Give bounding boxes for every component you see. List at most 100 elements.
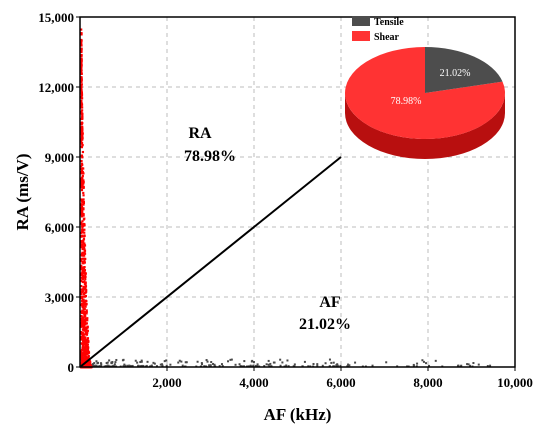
shear-point	[80, 95, 83, 99]
tensile-point	[238, 363, 241, 366]
shear-point	[81, 309, 84, 312]
shear-point	[80, 102, 83, 105]
tensile-point	[159, 363, 162, 366]
tensile-point	[136, 361, 139, 364]
shear-point	[84, 338, 87, 341]
shear-point	[86, 338, 89, 341]
shear-point	[84, 346, 88, 349]
tensile-point	[466, 363, 469, 366]
shear-point	[83, 346, 86, 349]
tensile-point	[287, 365, 290, 368]
shear-point	[80, 83, 83, 86]
tensile-points	[80, 358, 492, 368]
tensile-point	[421, 359, 424, 362]
shear-points	[80, 28, 93, 369]
tensile-point	[321, 364, 324, 367]
shear-point	[82, 295, 85, 298]
shear-point	[85, 358, 88, 361]
shear-point	[87, 351, 91, 354]
shear-point	[80, 162, 84, 165]
shear-point	[81, 239, 85, 243]
shear-point	[84, 305, 87, 308]
shear-point	[83, 269, 86, 272]
shear-point	[82, 319, 85, 322]
tensile-point	[339, 364, 342, 367]
pie-side	[345, 93, 505, 159]
shear-point	[81, 163, 84, 166]
shear-point	[80, 32, 83, 35]
shear-point	[82, 222, 86, 226]
shear-point	[81, 174, 84, 178]
tensile-point	[99, 362, 102, 365]
pie-slice-tensile	[425, 47, 503, 93]
shear-point	[83, 250, 86, 253]
tensile-point	[467, 363, 470, 366]
shear-point	[80, 62, 83, 65]
shear-point	[87, 356, 90, 359]
shear-point	[82, 311, 85, 315]
tensile-point	[434, 359, 437, 362]
tensile-point	[185, 361, 188, 364]
shear-point	[82, 328, 85, 331]
shear-point	[81, 322, 84, 325]
shear-point	[82, 276, 86, 279]
shear-point	[81, 132, 84, 135]
shear-point	[80, 198, 83, 201]
tensile-point	[196, 360, 199, 363]
shear-point	[84, 331, 87, 334]
tensile-point	[134, 359, 137, 362]
shear-point	[83, 246, 86, 249]
tensile-point	[206, 360, 209, 363]
shear-point	[86, 331, 89, 334]
shear-point	[83, 244, 87, 247]
tensile-point	[457, 364, 460, 367]
y-tick-label: 15,000	[38, 10, 74, 25]
x-tick-label: 10,000	[497, 375, 533, 390]
shear-point	[81, 109, 84, 112]
shear-point	[84, 358, 87, 361]
tensile-point	[486, 365, 489, 368]
shear-point	[81, 200, 84, 203]
shear-point	[80, 99, 83, 102]
tensile-point	[316, 363, 319, 366]
shear-point	[80, 215, 84, 218]
shear-point	[82, 179, 85, 182]
pie-inset: Tensile Shear 21.02% 78.98%	[345, 16, 505, 159]
shear-point	[81, 226, 84, 229]
shear-point	[83, 228, 86, 231]
shear-point	[80, 53, 83, 57]
shear-point	[82, 180, 85, 183]
shear-point	[83, 295, 87, 298]
shear-point	[85, 353, 88, 356]
shear-point	[82, 360, 85, 363]
tensile-point	[121, 359, 124, 362]
shear-point	[83, 364, 86, 368]
tensile-point	[243, 360, 246, 363]
shear-point	[85, 333, 89, 336]
tensile-point	[145, 364, 148, 367]
shear-point	[83, 300, 86, 304]
tensile-point	[281, 361, 284, 364]
y-axis-title: RA (ms/V)	[13, 154, 32, 231]
tensile-point	[263, 365, 266, 368]
x-ticks: 2,000 4,000 6,000 8,000 10,000	[152, 367, 533, 390]
tensile-point	[293, 363, 296, 366]
shear-point	[80, 221, 83, 224]
tensile-point	[95, 364, 98, 367]
shear-point	[83, 310, 86, 313]
shear-point	[81, 185, 84, 188]
shear-point	[80, 126, 83, 129]
shear-point	[83, 261, 86, 264]
shear-point	[80, 332, 84, 335]
tensile-point	[254, 364, 257, 367]
tensile-point	[137, 364, 140, 367]
shear-point	[82, 167, 85, 170]
shear-point	[86, 326, 89, 329]
shear-point	[80, 330, 83, 334]
shear-point	[80, 67, 83, 70]
shear-point	[81, 220, 84, 223]
shear-point	[81, 198, 84, 201]
y-tick-label: 3,000	[45, 290, 74, 305]
shear-point	[83, 307, 86, 310]
x-tick-label: 6,000	[326, 375, 355, 390]
